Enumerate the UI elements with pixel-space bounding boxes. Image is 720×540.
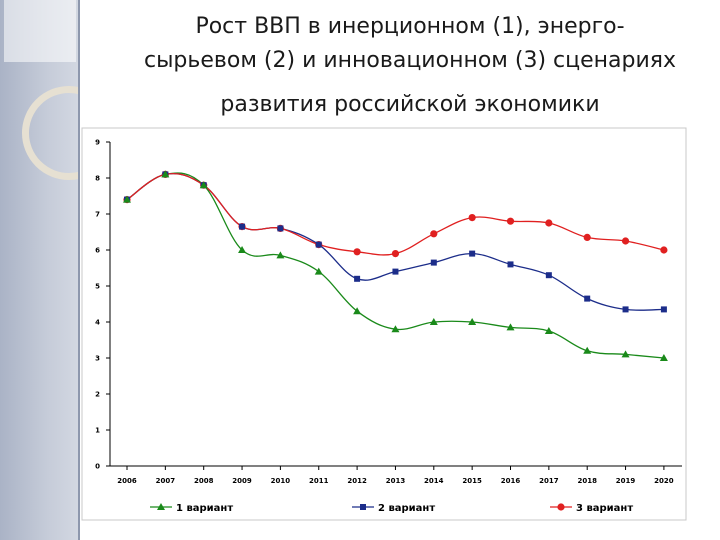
decorative-edge-line bbox=[78, 0, 80, 540]
data-point-series-1 bbox=[199, 181, 208, 189]
x-tick-label: 2008 bbox=[194, 477, 214, 485]
data-point-series-3 bbox=[391, 250, 400, 258]
title-line-3: развития российской экономики bbox=[220, 92, 600, 117]
y-tick-label: 2 bbox=[95, 391, 100, 399]
y-tick-label: 6 bbox=[95, 247, 100, 255]
data-point-series-3 bbox=[468, 214, 476, 222]
x-tick-label: 2010 bbox=[271, 477, 291, 485]
data-point-series-2 bbox=[277, 225, 284, 232]
title-line-2: сырьевом (2) и инновационном (3) сценари… bbox=[143, 48, 677, 73]
data-point-series-1 bbox=[659, 354, 668, 361]
legend-marker-3 bbox=[557, 503, 565, 511]
data-point-series-1 bbox=[429, 318, 438, 325]
x-tick-label: 2015 bbox=[462, 477, 482, 485]
legend-marker-2 bbox=[360, 504, 366, 510]
y-tick-label: 8 bbox=[95, 175, 100, 183]
y-tick-label: 3 bbox=[95, 355, 100, 363]
data-point-series-3 bbox=[660, 246, 668, 254]
data-point-series-1 bbox=[238, 246, 247, 253]
data-point-series-3 bbox=[430, 230, 438, 238]
x-tick-label: 2007 bbox=[156, 477, 176, 485]
x-tick-label: 2014 bbox=[424, 477, 444, 485]
legend-label-1: 1 вариант bbox=[176, 503, 233, 514]
legend-marker-1 bbox=[157, 503, 165, 510]
data-point-series-1 bbox=[161, 170, 170, 178]
data-point-series-1 bbox=[506, 323, 515, 331]
decorative-square bbox=[4, 0, 76, 62]
data-point-series-2 bbox=[430, 259, 437, 266]
y-tick-label: 1 bbox=[95, 427, 100, 435]
data-point-series-3 bbox=[506, 217, 515, 225]
decorative-side-band bbox=[0, 0, 80, 540]
data-point-series-1 bbox=[123, 195, 131, 203]
data-point-series-2 bbox=[622, 306, 629, 313]
data-point-series-3 bbox=[353, 248, 361, 256]
x-tick-label: 2016 bbox=[501, 477, 521, 485]
title-line-1: Рост ВВП в инерционном (1), энерго- bbox=[195, 14, 625, 39]
data-point-series-2 bbox=[584, 295, 591, 302]
data-point-series-2 bbox=[392, 268, 399, 275]
data-point-series-2 bbox=[354, 275, 361, 282]
data-point-series-1 bbox=[621, 350, 630, 358]
x-tick-label: 2006 bbox=[117, 477, 137, 485]
y-tick-label: 0 bbox=[95, 463, 100, 471]
data-point-series-3 bbox=[583, 233, 591, 241]
data-point-series-2 bbox=[315, 241, 322, 248]
y-tick-label: 4 bbox=[95, 319, 100, 327]
legend-label-3: 3 вариант bbox=[576, 503, 633, 514]
x-tick-label: 2009 bbox=[232, 477, 252, 485]
data-point-series-3 bbox=[621, 237, 630, 245]
data-point-series-1 bbox=[583, 346, 592, 354]
x-tick-label: 2020 bbox=[654, 477, 674, 485]
data-point-series-2 bbox=[507, 261, 514, 268]
data-point-series-1 bbox=[276, 251, 285, 259]
x-tick-label: 2011 bbox=[309, 477, 329, 485]
y-tick-label: 7 bbox=[95, 211, 100, 219]
data-point-series-1 bbox=[391, 325, 400, 333]
plot-frame bbox=[81, 127, 687, 521]
data-point-series-2 bbox=[660, 306, 667, 313]
x-tick-label: 2018 bbox=[577, 477, 597, 485]
decorative-ring bbox=[22, 86, 80, 180]
data-point-series-1 bbox=[314, 267, 323, 275]
y-tick-label: 5 bbox=[95, 283, 100, 291]
series-line-3 bbox=[126, 173, 665, 256]
data-point-series-2 bbox=[239, 223, 246, 230]
legend-label-2: 2 вариант bbox=[378, 503, 435, 514]
x-tick-label: 2017 bbox=[539, 477, 559, 485]
data-point-series-1 bbox=[468, 318, 477, 325]
data-point-series-1 bbox=[353, 307, 362, 315]
series-line-2 bbox=[126, 173, 664, 311]
data-point-series-2 bbox=[545, 272, 552, 279]
x-tick-label: 2013 bbox=[386, 477, 406, 485]
data-point-series-3 bbox=[545, 219, 553, 227]
data-point-series-2 bbox=[469, 250, 476, 257]
x-tick-label: 2019 bbox=[616, 477, 636, 485]
x-tick-label: 2012 bbox=[347, 477, 367, 485]
slide-title: Рост ВВП в инерционном (1), энерго- сырь… bbox=[110, 10, 710, 122]
data-point-series-1 bbox=[544, 327, 553, 334]
y-tick-label: 9 bbox=[95, 139, 100, 147]
